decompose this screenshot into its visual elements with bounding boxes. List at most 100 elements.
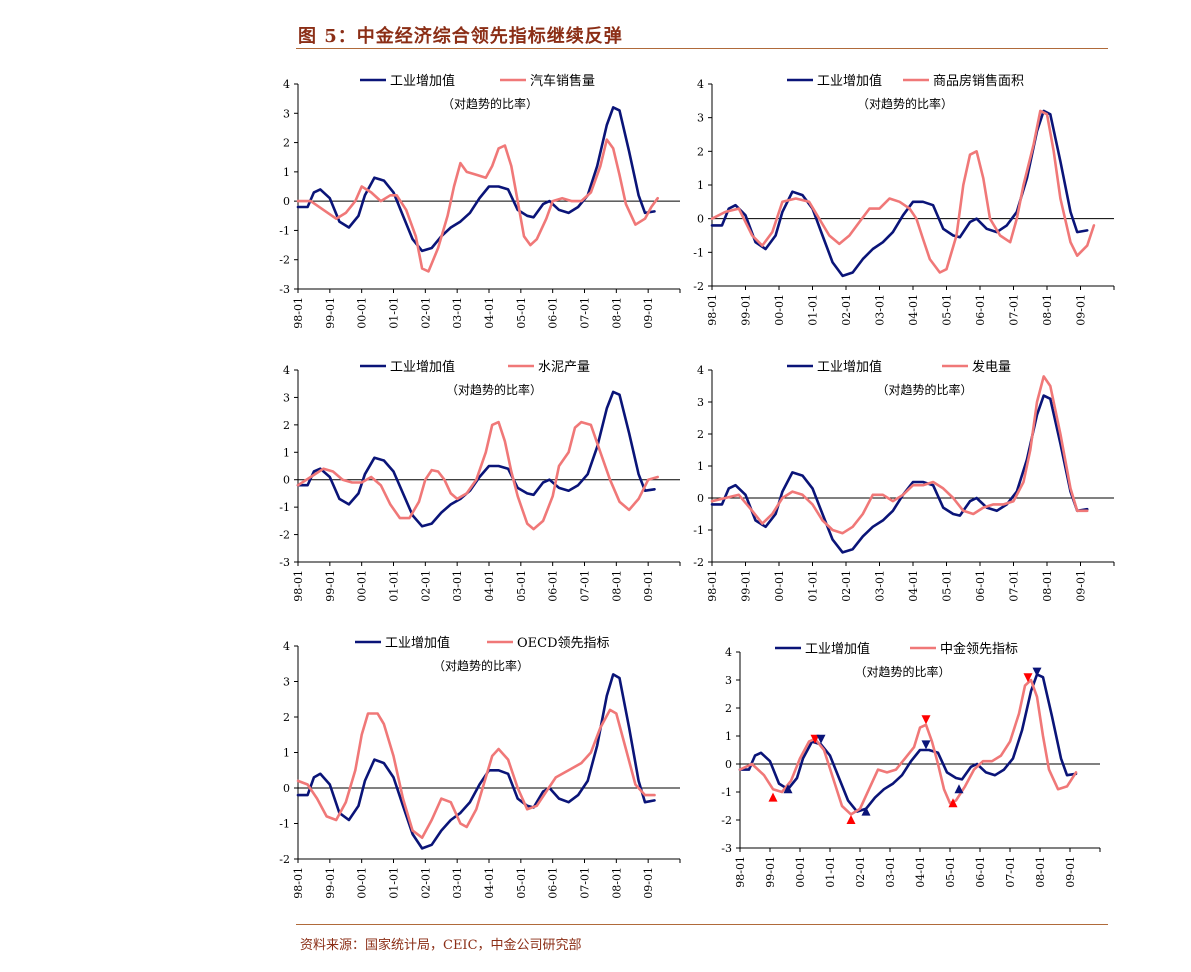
x-tick-label: 03-01 <box>451 867 464 899</box>
x-tick-label: 02-01 <box>419 867 432 899</box>
y-tick-label: 2 <box>283 137 290 150</box>
x-tick-label: 99-01 <box>740 294 753 326</box>
x-tick-label: 99-01 <box>324 570 337 602</box>
x-tick-label: 98-01 <box>292 867 305 899</box>
turning-point-marker <box>948 798 958 808</box>
y-tick-label: 4 <box>283 640 290 653</box>
y-tick-label: 4 <box>283 78 290 91</box>
x-tick-label: 98-01 <box>292 570 305 602</box>
x-tick-label: 05-01 <box>515 570 528 602</box>
series-line <box>738 678 1078 816</box>
turning-point-marker <box>1023 673 1033 683</box>
series-line <box>296 106 656 253</box>
series-line <box>710 375 1089 535</box>
legend-label: 工业增加值 <box>390 73 455 89</box>
x-tick-label: 01-01 <box>388 867 401 899</box>
x-tick-label: 00-01 <box>794 856 807 888</box>
legend-label: 工业增加值 <box>390 359 455 375</box>
y-tick-label: 1 <box>283 747 290 760</box>
y-tick-label: 2 <box>697 145 704 158</box>
y-tick-label: 3 <box>283 107 290 120</box>
x-tick-label: 02-01 <box>419 570 432 602</box>
x-tick-label: 06-01 <box>974 570 987 602</box>
y-tick-label: 0 <box>697 213 704 226</box>
y-tick-label: -2 <box>721 814 732 827</box>
y-tick-label: 3 <box>697 112 704 125</box>
y-tick-label: 0 <box>283 782 290 795</box>
legend-label: 工业增加值 <box>385 635 450 651</box>
x-tick-label: 00-01 <box>356 297 369 329</box>
x-tick-label: 02-01 <box>840 570 853 602</box>
x-tick-label: 03-01 <box>451 570 464 602</box>
x-tick-label: 99-01 <box>324 867 337 899</box>
x-tick-label: 01-01 <box>824 856 837 888</box>
chart-note: （对趋势的比率） <box>876 382 972 397</box>
turning-point-marker <box>861 806 871 816</box>
footer-rule <box>296 924 1108 925</box>
x-tick-label: 09-01 <box>642 297 655 329</box>
y-tick-label: 0 <box>283 474 290 487</box>
turning-point-marker <box>954 784 964 794</box>
x-tick-label: 05-01 <box>515 297 528 329</box>
x-tick-label: 09-01 <box>1064 856 1077 888</box>
series-line <box>738 673 1078 813</box>
x-tick-label: 00-01 <box>356 570 369 602</box>
y-tick-label: -1 <box>279 818 290 831</box>
turning-point-marker <box>783 784 793 794</box>
chart-note: （对趋势的比率） <box>442 96 538 111</box>
legend-label: 商品房销售面积 <box>933 73 1024 89</box>
x-tick-label: 07-01 <box>579 867 592 899</box>
y-tick-label: 1 <box>697 460 704 473</box>
x-tick-label: 03-01 <box>884 856 897 888</box>
chart-panel: -3 -2 -1 0 1 2 3 4 98-01 99-01 00-01 01-01 02-01 03-0… <box>279 73 681 329</box>
x-tick-label: 08-01 <box>1041 570 1054 602</box>
turning-point-marker <box>921 740 931 750</box>
title-rule <box>296 48 1108 49</box>
x-tick-label: 98-01 <box>706 570 719 602</box>
x-tick-label: 09-01 <box>642 867 655 899</box>
y-tick-label: -3 <box>721 842 732 855</box>
y-tick-label: 1 <box>697 179 704 192</box>
chart-panel: -3 -2 -1 0 1 2 3 4 98-01 99-01 00-01 01-01 02-01 03-0… <box>279 359 681 602</box>
chart-note: （对趋势的比率） <box>433 658 529 673</box>
y-tick-label: -1 <box>693 524 704 537</box>
y-tick-label: -3 <box>279 556 290 569</box>
x-tick-label: 05-01 <box>944 856 957 888</box>
y-tick-label: 3 <box>283 676 290 689</box>
series-line <box>710 109 1089 278</box>
x-tick-label: 04-01 <box>907 294 920 326</box>
x-tick-label: 08-01 <box>610 570 623 602</box>
x-tick-label: 08-01 <box>610 867 623 899</box>
x-tick-label: 07-01 <box>579 297 592 329</box>
x-tick-label: 06-01 <box>547 570 560 602</box>
y-tick-label: 4 <box>283 364 290 377</box>
chart-panel: -2 -1 0 1 2 3 4 98-01 99-01 00-01 01-01 02-01 03-01 0… <box>693 73 1115 326</box>
x-tick-label: 98-01 <box>706 294 719 326</box>
y-tick-label: -2 <box>279 254 290 267</box>
x-tick-label: 01-01 <box>807 294 820 326</box>
x-tick-label: 01-01 <box>388 570 401 602</box>
legend-label: 工业增加值 <box>805 641 870 657</box>
x-tick-label: 00-01 <box>356 867 369 899</box>
y-tick-label: 2 <box>697 428 704 441</box>
y-tick-label: -3 <box>279 283 290 296</box>
figure-title: 图 5：中金经济综合领先指标继续反弹 <box>298 26 623 47</box>
x-tick-label: 06-01 <box>547 867 560 899</box>
y-tick-label: 3 <box>697 396 704 409</box>
x-tick-label: 03-01 <box>451 297 464 329</box>
y-tick-label: 2 <box>725 702 732 715</box>
series-line <box>296 673 656 850</box>
y-tick-label: 4 <box>697 364 704 377</box>
x-tick-label: 03-01 <box>874 570 887 602</box>
x-tick-label: 04-01 <box>483 867 496 899</box>
turning-point-marker <box>768 792 778 802</box>
y-tick-label: -2 <box>279 853 290 866</box>
series-line <box>710 394 1089 554</box>
legend-label: OECD领先指标 <box>517 636 610 651</box>
x-tick-label: 04-01 <box>907 570 920 602</box>
x-tick-label: 08-01 <box>1041 294 1054 326</box>
legend-label: 工业增加值 <box>817 73 882 89</box>
series-line <box>296 708 656 839</box>
turning-point-marker <box>921 715 931 725</box>
